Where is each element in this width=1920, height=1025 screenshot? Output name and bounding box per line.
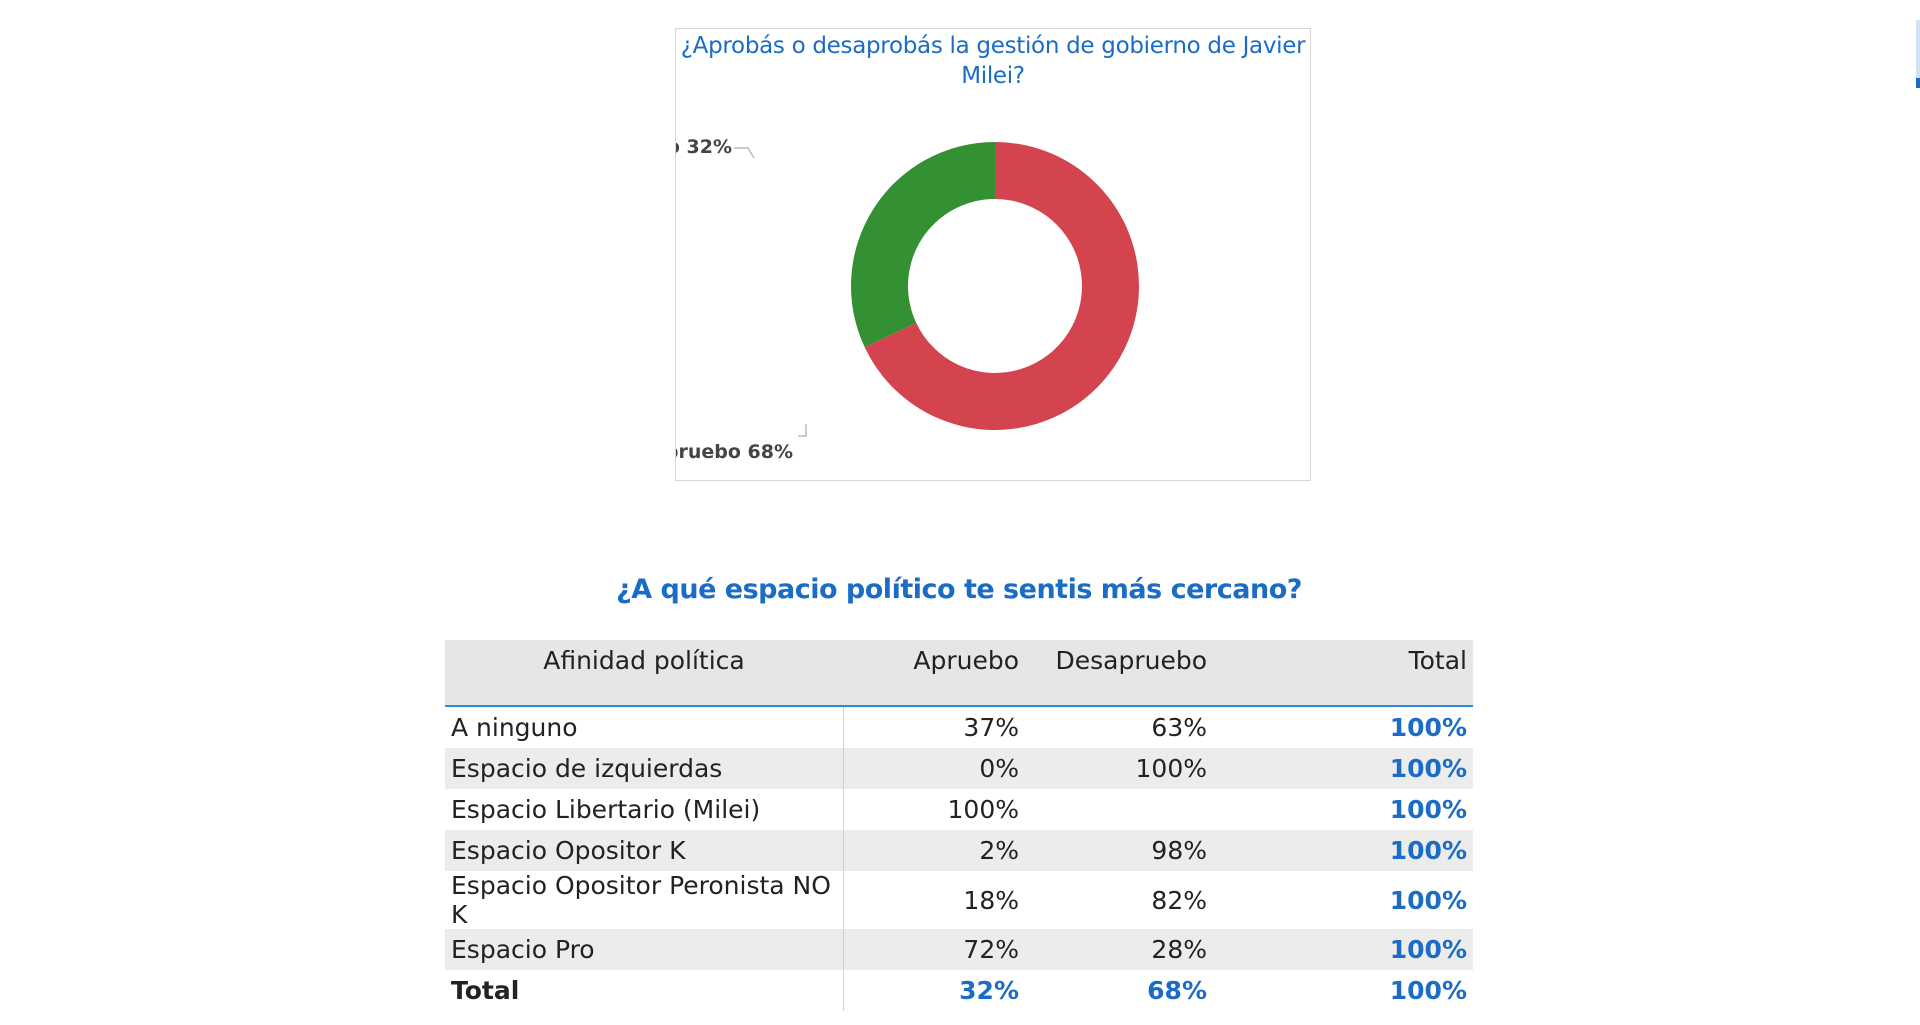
slice-label-apruebo: Apruebo 32% [676,136,732,158]
cell-desapruebo [1025,789,1213,830]
cell-apruebo: 37% [963,713,1019,742]
table-row: Espacio de izquierdas 0% 100% 100% [445,748,1473,789]
donut-chart: Apruebo 32% Desapruebo 68% [676,136,1139,463]
cell-total: 100% [1213,929,1473,970]
cell-afinidad: Espacio Opositor Peronista NO K [445,871,844,929]
cell-apruebo: 72% [843,929,1025,970]
crosstab-table: Afinidad política Apruebo Desapruebo Tot… [445,640,1473,1011]
header-desapruebo[interactable]: Desapruebo [1025,640,1213,707]
table-row: Espacio Opositor K 2% 98% 100% [445,830,1473,871]
cell-apruebo: 18% [963,885,1019,915]
window-edge-accent [1916,78,1920,88]
cell-total: 100% [1389,976,1467,1005]
total-row: Total 32% 68% 100% [445,970,1473,1011]
slice-label-desapruebo: Desapruebo 68% [676,441,793,463]
cell-desapruebo: 100% [1025,748,1213,789]
cell-afinidad: Espacio Pro [445,929,844,970]
donut-slice-desapruebo[interactable] [864,142,1139,430]
cell-desapruebo: 82% [1151,885,1207,915]
cell-total: 100% [1389,713,1467,742]
header-afinidad[interactable]: Afinidad política [445,640,843,707]
cell-desapruebo: 63% [1151,713,1207,742]
cell-apruebo: 0% [843,748,1025,789]
chart-title: ¿Aprobás o desaprobás la gestión de gobi… [680,33,1306,89]
window-edge [1916,20,1920,85]
cell-afinidad: A ninguno [445,706,844,748]
leader-line-apruebo [734,147,755,159]
table-header-row: Afinidad política Apruebo Desapruebo Tot… [445,640,1473,707]
header-apruebo[interactable]: Apruebo [843,640,1025,707]
cell-afinidad: Espacio de izquierdas [445,748,844,789]
cell-afinidad: Espacio Libertario (Milei) [445,789,844,830]
cell-desapruebo: 68% [1147,976,1207,1005]
donut-slice-apruebo[interactable] [851,142,995,348]
table-title: ¿A qué espacio político te sentis más ce… [616,574,1302,605]
cell-total: 100% [1389,885,1467,915]
cell-total: 100% [1213,830,1473,871]
cell-afinidad: Espacio Opositor K [445,830,844,871]
table-row: Espacio Opositor Peronista NO K 18% 82% 100… [445,871,1473,929]
table-row: Espacio Pro 72% 28% 100% [445,929,1473,970]
cell-apruebo: 2% [843,830,1025,871]
cell-total: 100% [1213,748,1473,789]
table-row: Espacio Libertario (Milei) 100% 100% [445,789,1473,830]
cell-apruebo: 100% [947,795,1019,824]
table-row: A ninguno 37% 63% 100% [445,706,1473,748]
cell-desapruebo: 28% [1025,929,1213,970]
cell-total: 100% [1389,795,1467,824]
donut-chart-panel: Apruebo 32% Desapruebo 68% ¿Aprobás o de… [675,28,1311,481]
leader-line-desapruebo [798,424,807,437]
cell-apruebo: 32% [959,976,1019,1005]
cell-afinidad: Total [445,970,844,1011]
cell-desapruebo: 98% [1025,830,1213,871]
header-total[interactable]: Total [1213,640,1473,707]
